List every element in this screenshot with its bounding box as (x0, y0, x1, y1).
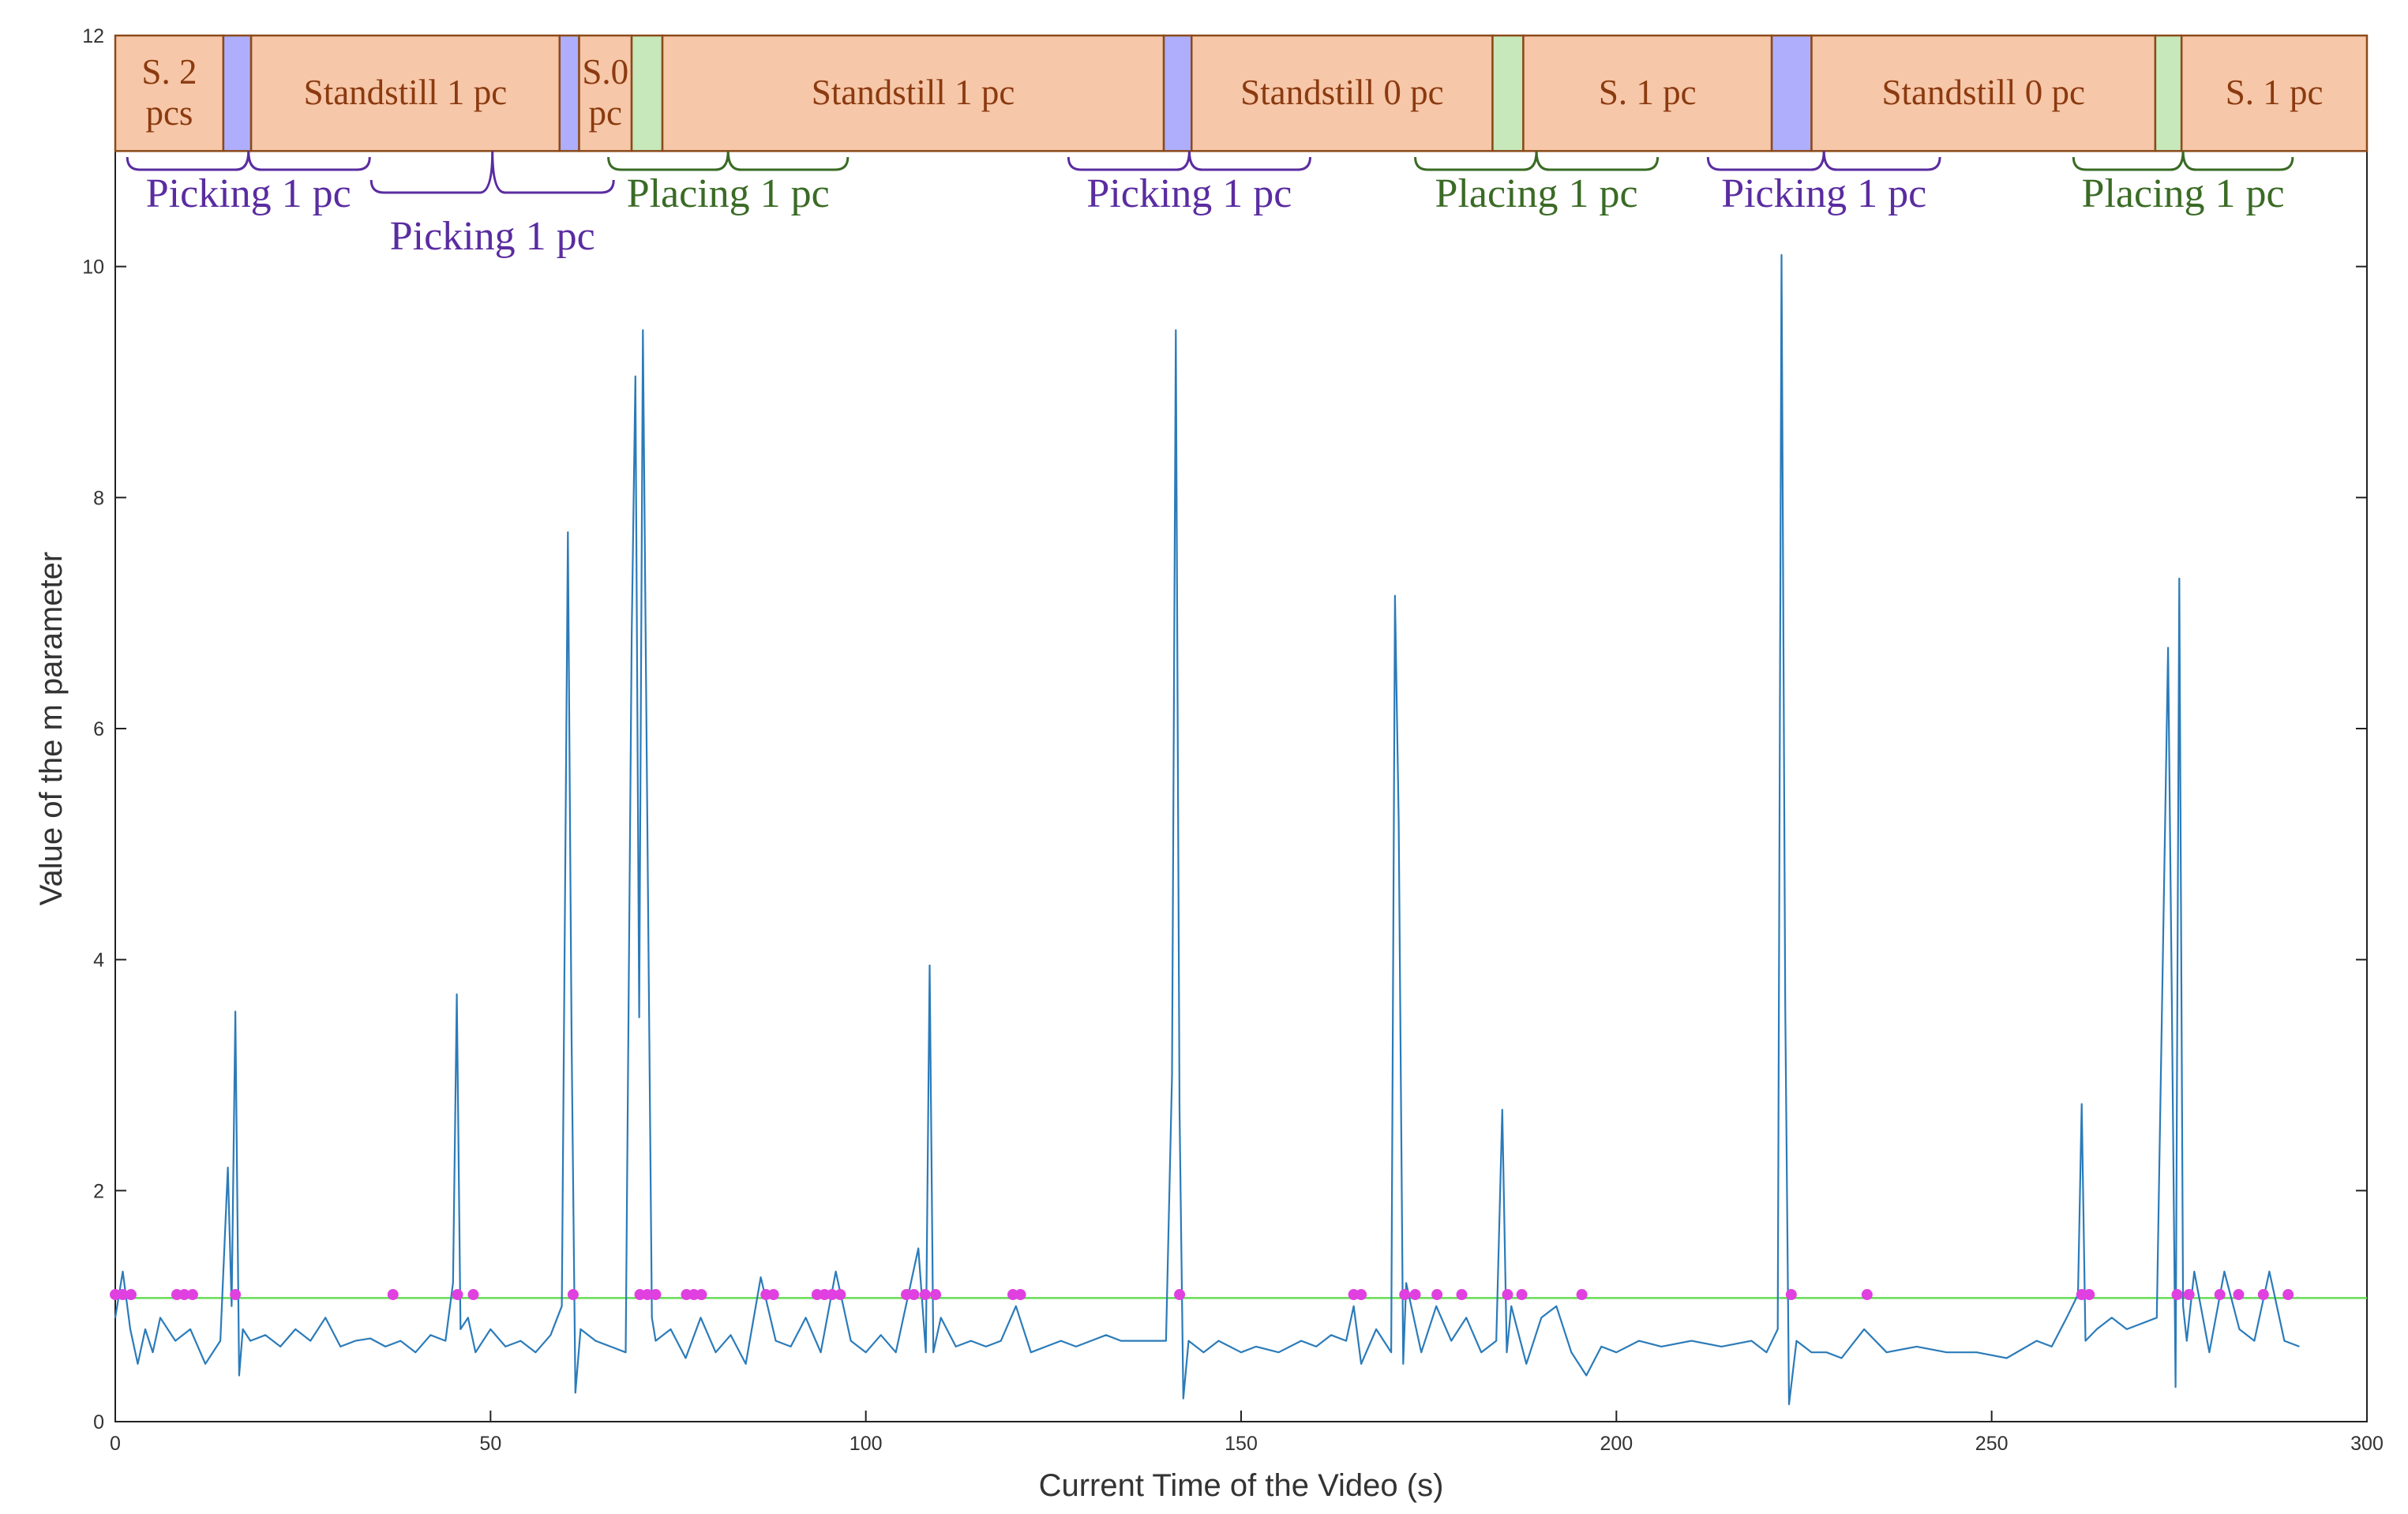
detection-point (2282, 1289, 2294, 1301)
detection-point (1399, 1289, 1411, 1301)
annotation-label: Picking 1 pc (1721, 171, 1926, 216)
y-tick-label: 10 (82, 257, 104, 279)
detection-point (919, 1289, 931, 1301)
y-axis-label: Value of the m parameter (34, 552, 69, 905)
detection-point (2214, 1289, 2226, 1301)
annotation-brace (1067, 151, 1311, 171)
annotation-brace (607, 151, 850, 171)
annotation-brace (369, 151, 615, 194)
phase-segment (578, 34, 633, 152)
detection-point (1861, 1289, 1873, 1301)
detection-point (1456, 1289, 1468, 1301)
detection-point (452, 1289, 463, 1301)
y-tick-label: 8 (93, 487, 104, 509)
phase-label: S. 1 pc (1598, 73, 1697, 113)
annotation-brace (1706, 151, 1941, 171)
phase-label: S. 2 pcs (141, 52, 197, 133)
phase-segment (558, 34, 580, 152)
phase-segment (630, 34, 664, 152)
detection-point (2084, 1289, 2095, 1301)
annotation-brace (126, 151, 371, 171)
phase-segment (2180, 34, 2369, 152)
annotation-brace (1414, 151, 1660, 171)
detection-point (1356, 1289, 1367, 1301)
phase-label: Standstill 1 pc (303, 73, 508, 113)
annotation-brace (2072, 151, 2294, 171)
detection-point (2257, 1289, 2269, 1301)
y-tick-label: 12 (82, 25, 104, 47)
phase-segment (222, 34, 253, 152)
detection-point (2171, 1289, 2183, 1301)
annotation-label: Placing 1 pc (1435, 171, 1638, 216)
phase-segment (661, 34, 1165, 152)
detection-point (467, 1289, 479, 1301)
detection-point (642, 1289, 654, 1301)
detection-point (1502, 1289, 1513, 1301)
detection-point (908, 1289, 920, 1301)
detection-point (835, 1289, 846, 1301)
detection-point (186, 1289, 198, 1301)
annotation-label: Placing 1 pc (2082, 171, 2285, 216)
signal-line (114, 253, 2300, 1406)
phase-segment (249, 34, 561, 152)
phase-segment (2154, 34, 2183, 152)
detection-point (1785, 1289, 1797, 1301)
detection-point (2183, 1289, 2195, 1301)
phase-label: S.0 pc (582, 52, 629, 133)
phase-label: Standstill 0 pc (1881, 73, 2085, 113)
phase-segment (1522, 34, 1773, 152)
detection-point (1516, 1289, 1528, 1301)
detection-point (2233, 1289, 2245, 1301)
phase-label: S. 1 pc (2225, 73, 2324, 113)
annotation-label: Picking 1 pc (1086, 171, 1292, 216)
x-tick-label: 150 (1225, 1433, 1258, 1455)
annotation-label: Picking 1 pc (390, 214, 595, 259)
x-tick-label: 100 (850, 1433, 883, 1455)
x-tick-label: 250 (1975, 1433, 2009, 1455)
phase-segment (1770, 34, 1813, 152)
x-axis-label: Current Time of the Video (s) (1039, 1468, 1444, 1503)
y-tick-label: 4 (93, 950, 104, 972)
x-tick-label: 300 (2350, 1433, 2384, 1455)
annotation-label: Placing 1 pc (627, 171, 830, 216)
detection-point (826, 1289, 838, 1301)
detection-point (650, 1289, 662, 1301)
y-tick-label: 6 (93, 718, 104, 740)
detection-point (696, 1289, 707, 1301)
phase-segment (114, 34, 225, 152)
y-tick-label: 0 (93, 1411, 104, 1433)
phase-label: Standstill 1 pc (811, 73, 1015, 113)
y-tick-label: 2 (93, 1180, 104, 1202)
detection-point (178, 1289, 190, 1301)
detection-point (117, 1289, 129, 1301)
x-tick-label: 50 (479, 1433, 501, 1455)
annotation-label: Picking 1 pc (146, 171, 351, 216)
detection-point (1576, 1289, 1588, 1301)
detection-point (230, 1289, 242, 1301)
detection-point (125, 1289, 137, 1301)
phase-segment (1191, 34, 1494, 152)
detection-point (387, 1289, 399, 1301)
detection-point (1174, 1289, 1186, 1301)
x-tick-label: 0 (110, 1433, 121, 1455)
phase-segment (1810, 34, 2157, 152)
phase-segment (1491, 34, 1525, 152)
detection-point (1431, 1289, 1443, 1301)
detection-point (567, 1289, 579, 1301)
detection-point (1409, 1289, 1421, 1301)
detection-point (1015, 1289, 1026, 1301)
detection-point (767, 1289, 779, 1301)
detection-point (930, 1289, 942, 1301)
phase-segment (1162, 34, 1193, 152)
phase-label: Standstill 0 pc (1240, 73, 1444, 113)
x-tick-label: 200 (1600, 1433, 1633, 1455)
